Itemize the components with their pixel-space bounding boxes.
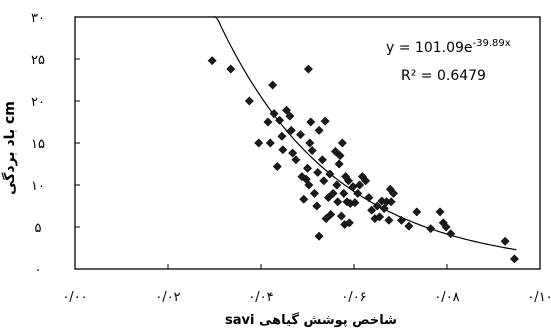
data-point — [372, 201, 382, 211]
data-point — [278, 145, 288, 155]
y-tick-label: ۰ — [35, 263, 42, 278]
data-point — [509, 254, 519, 264]
data-point — [263, 117, 273, 127]
x-tick-label: ۰/۰۸ — [434, 290, 459, 305]
data-point — [323, 193, 333, 203]
data-point — [441, 222, 451, 232]
data-point — [343, 176, 353, 186]
y-tick-label: ۲۵ — [31, 53, 45, 68]
data-point — [288, 148, 298, 158]
data-point — [244, 96, 254, 106]
data-points — [207, 56, 519, 264]
y-axis-tick-labels: ۰ ۵ ۱۰ ۱۵ ۲۰ ۲۵ ۳۰ — [31, 11, 45, 278]
data-point — [367, 205, 377, 215]
data-point — [268, 80, 278, 90]
x-tick-label: ۰/۰۲ — [155, 290, 180, 305]
data-point — [325, 169, 335, 179]
data-point — [364, 193, 374, 203]
data-point — [309, 188, 320, 198]
y-tick-label: ۱۰ — [31, 179, 45, 194]
data-point — [386, 197, 396, 207]
x-tick-label: ۰/۰۰ — [62, 290, 87, 305]
equation-exponent: -39.89x — [473, 38, 511, 49]
data-point — [435, 207, 445, 217]
data-point — [313, 167, 323, 177]
data-point — [307, 146, 317, 156]
data-point — [291, 155, 301, 165]
data-point — [269, 109, 279, 119]
data-point — [326, 209, 336, 219]
data-point — [500, 236, 510, 246]
data-point — [282, 105, 292, 115]
x-tick-label: ۰/۱۰ — [527, 290, 551, 305]
data-point — [426, 224, 436, 234]
data-point — [335, 151, 345, 161]
x-tick-label: ۰/۰۶ — [341, 290, 366, 305]
data-point — [277, 131, 287, 141]
data-point — [339, 188, 349, 198]
data-point — [344, 218, 354, 228]
x-axis-tick-labels: ۰/۰۰ ۰/۰۲ ۰/۰۴ ۰/۰۶ ۰/۰۸ ۰/۱۰ — [62, 290, 551, 305]
data-point — [303, 64, 313, 74]
data-point — [355, 180, 365, 190]
data-point — [312, 201, 322, 211]
data-point — [328, 188, 338, 198]
data-point — [388, 188, 399, 198]
data-point — [332, 180, 342, 190]
data-point — [275, 115, 285, 125]
data-point — [334, 159, 344, 169]
data-point — [305, 138, 315, 148]
data-point — [321, 214, 331, 224]
data-point — [446, 229, 456, 239]
trendline — [213, 16, 517, 251]
data-point — [396, 215, 406, 225]
y-tick-label: ۳۰ — [31, 11, 45, 26]
data-point — [379, 203, 389, 214]
equation-base: y = 101.09e — [386, 40, 473, 56]
data-point — [306, 117, 316, 127]
data-point — [207, 56, 217, 66]
data-point — [254, 138, 264, 148]
data-point — [337, 138, 347, 148]
y-axis-ticks — [75, 16, 80, 270]
r-squared-label: R² = 0.6479 — [401, 68, 486, 84]
data-point — [353, 188, 363, 198]
y-tick-label: ۵ — [35, 221, 42, 236]
data-point — [361, 176, 371, 186]
data-point — [299, 194, 309, 204]
x-axis-ticks — [74, 264, 541, 269]
data-point — [317, 155, 327, 165]
x-tick-label: ۰/۰۴ — [248, 290, 273, 305]
data-point — [412, 207, 422, 217]
data-point — [272, 161, 282, 172]
data-point — [314, 231, 324, 241]
data-point — [295, 130, 306, 140]
data-point — [314, 125, 324, 135]
data-point — [384, 215, 394, 225]
y-axis-title: باد بردگی cm — [1, 101, 18, 195]
data-point — [375, 212, 385, 222]
data-point — [333, 197, 343, 207]
data-point — [302, 163, 313, 173]
data-point — [336, 211, 346, 221]
data-point — [319, 176, 329, 186]
data-point — [320, 116, 330, 126]
data-point — [265, 138, 275, 148]
data-point — [285, 111, 295, 121]
trendline-equation: y = 101.09e-39.89x — [386, 38, 511, 56]
data-point — [330, 146, 340, 156]
data-point — [304, 180, 314, 190]
data-point — [350, 198, 360, 208]
data-point — [404, 221, 414, 231]
x-axis-title: savi شاخص پوشش گیاهی — [225, 312, 397, 328]
data-point — [226, 64, 236, 74]
y-tick-label: ۲۰ — [31, 95, 45, 110]
y-tick-label: ۱۵ — [31, 137, 45, 152]
data-point — [286, 125, 296, 135]
